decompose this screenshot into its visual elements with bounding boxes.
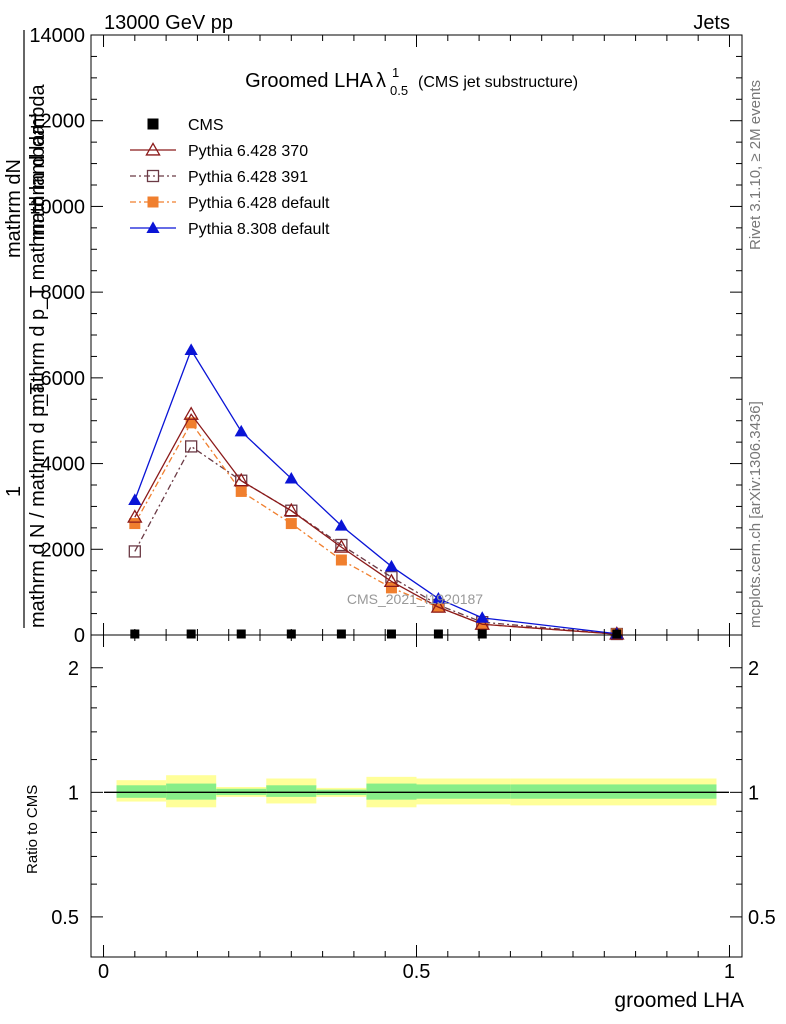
- data-point: [385, 582, 397, 594]
- legend-label: Pythia 6.428 391: [188, 169, 308, 186]
- header-left: 13000 GeV pp: [104, 12, 233, 34]
- legend-marker: [146, 221, 160, 233]
- data-point: [233, 472, 249, 487]
- watermark: CMS_2021_I1920187: [347, 591, 483, 607]
- x-axis-label: groomed LHA: [614, 989, 744, 1012]
- ratio-y-tick-label: 0.5: [51, 907, 79, 929]
- ylabel-top2: mathrm d lambda: [27, 84, 49, 240]
- y-tick-label: 6000: [41, 368, 86, 390]
- ratio-y-label: Ratio to CMS: [24, 785, 41, 874]
- data-point: [185, 440, 198, 453]
- ratio-band-inner: [416, 784, 511, 799]
- data-point: [127, 509, 143, 523]
- data-point: [236, 629, 246, 639]
- y-tick-label: 0: [74, 625, 85, 647]
- legend-label: Pythia 6.428 default: [188, 195, 330, 212]
- plot-title: Groomed LHA λ 1 0.5 (CMS jet substructur…: [245, 65, 578, 98]
- data-point: [475, 611, 489, 623]
- data-point: [184, 343, 198, 355]
- data-point: [285, 518, 297, 530]
- ratio-y-tick-label-right: 0.5: [748, 907, 776, 929]
- y-tick-label: 12000: [29, 111, 85, 133]
- data-point: [235, 485, 247, 497]
- x-tick-label: 0: [98, 961, 109, 983]
- ratio-y-tick-label-right: 1: [748, 782, 759, 804]
- y-tick-label: 4000: [41, 454, 86, 476]
- data-point: [430, 599, 447, 613]
- legend-label: CMS: [188, 117, 224, 134]
- data-point: [477, 629, 487, 639]
- ratio-y-tick-label: 2: [68, 658, 79, 680]
- data-point: [185, 417, 197, 429]
- data-point: [431, 591, 446, 604]
- data-point: [384, 559, 399, 572]
- y-tick-label: 14000: [29, 25, 85, 47]
- data-point: [334, 519, 348, 531]
- x-tick-label: 1: [724, 961, 735, 983]
- legend-marker: [146, 169, 160, 183]
- legend-label: Pythia 6.428 370: [188, 143, 308, 160]
- data-point: [383, 573, 400, 588]
- ratio-plot: 0.5 0.5 1 1 2 2 0 0.5 1 Ratio to CMS groomed LHA: [24, 634, 776, 1012]
- legend-marker: [147, 118, 159, 130]
- ratio-y-tick-label: 1: [68, 782, 79, 804]
- mcplots-label: mcplots.cern.ch [arXiv:1306.3436]: [747, 401, 764, 628]
- legend-marker: [145, 142, 161, 156]
- title-paren: (CMS jet substructure): [418, 74, 578, 91]
- data-point: [129, 518, 141, 530]
- y-tick-label: 8000: [41, 282, 86, 304]
- ratio-band-inner: [266, 785, 317, 797]
- data-point: [183, 406, 199, 420]
- title-sub: 0.5: [390, 83, 408, 98]
- data-point: [186, 629, 196, 639]
- ylabel-mid: mathrm d p_T mathrm d lambda: [27, 124, 49, 410]
- ratio-band-inner: [510, 784, 717, 799]
- data-point: [128, 545, 141, 558]
- series-line: [134, 421, 617, 635]
- title-main: Groomed LHA: [245, 70, 373, 92]
- main-plot: 0 2000 4000 6000 8000 10000 12000 14000 CMS_202…: [3, 25, 743, 647]
- main-y-label: mathrm dN mathrm d lambda 1 mathrm d p_T…: [3, 30, 49, 628]
- header-right: Jets: [693, 12, 730, 34]
- ylabel-one: 1: [3, 486, 25, 497]
- ylabel-top: mathrm dN: [3, 159, 25, 258]
- series-line: [134, 413, 617, 635]
- data-point: [283, 502, 300, 517]
- ylabel-bot: mathrm d N / mathrm d p_T: [27, 382, 49, 628]
- legend-marker: [147, 196, 159, 208]
- y-tick-label: 2000: [41, 539, 86, 561]
- data-point: [612, 629, 622, 639]
- data-point: [128, 493, 142, 505]
- data-point: [234, 424, 248, 437]
- data-point: [474, 616, 490, 630]
- y-tick-label: 10000: [29, 196, 85, 218]
- title-sup: 1: [392, 65, 399, 80]
- ratio-y-tick-label-right: 2: [748, 658, 759, 680]
- ratio-band-inner: [166, 783, 217, 800]
- series-line: [134, 445, 617, 635]
- data-point: [336, 629, 346, 639]
- ratio-band-inner: [116, 785, 167, 798]
- data-point: [284, 471, 298, 484]
- rivet-label: Rivet 3.1.10, ≥ 2M events: [747, 80, 764, 250]
- title-lambda: λ: [376, 70, 386, 92]
- data-point: [433, 629, 443, 639]
- data-point: [333, 539, 350, 553]
- legend-label: Pythia 8.308 default: [188, 221, 330, 238]
- legend: CMS Pythia 6.428 370 Pythia 6.428 391 Pythi…: [130, 117, 330, 238]
- data-point: [386, 629, 396, 639]
- ratio-band-inner: [366, 783, 417, 800]
- x-tick-label: 0.5: [403, 961, 431, 983]
- data-point: [335, 554, 347, 566]
